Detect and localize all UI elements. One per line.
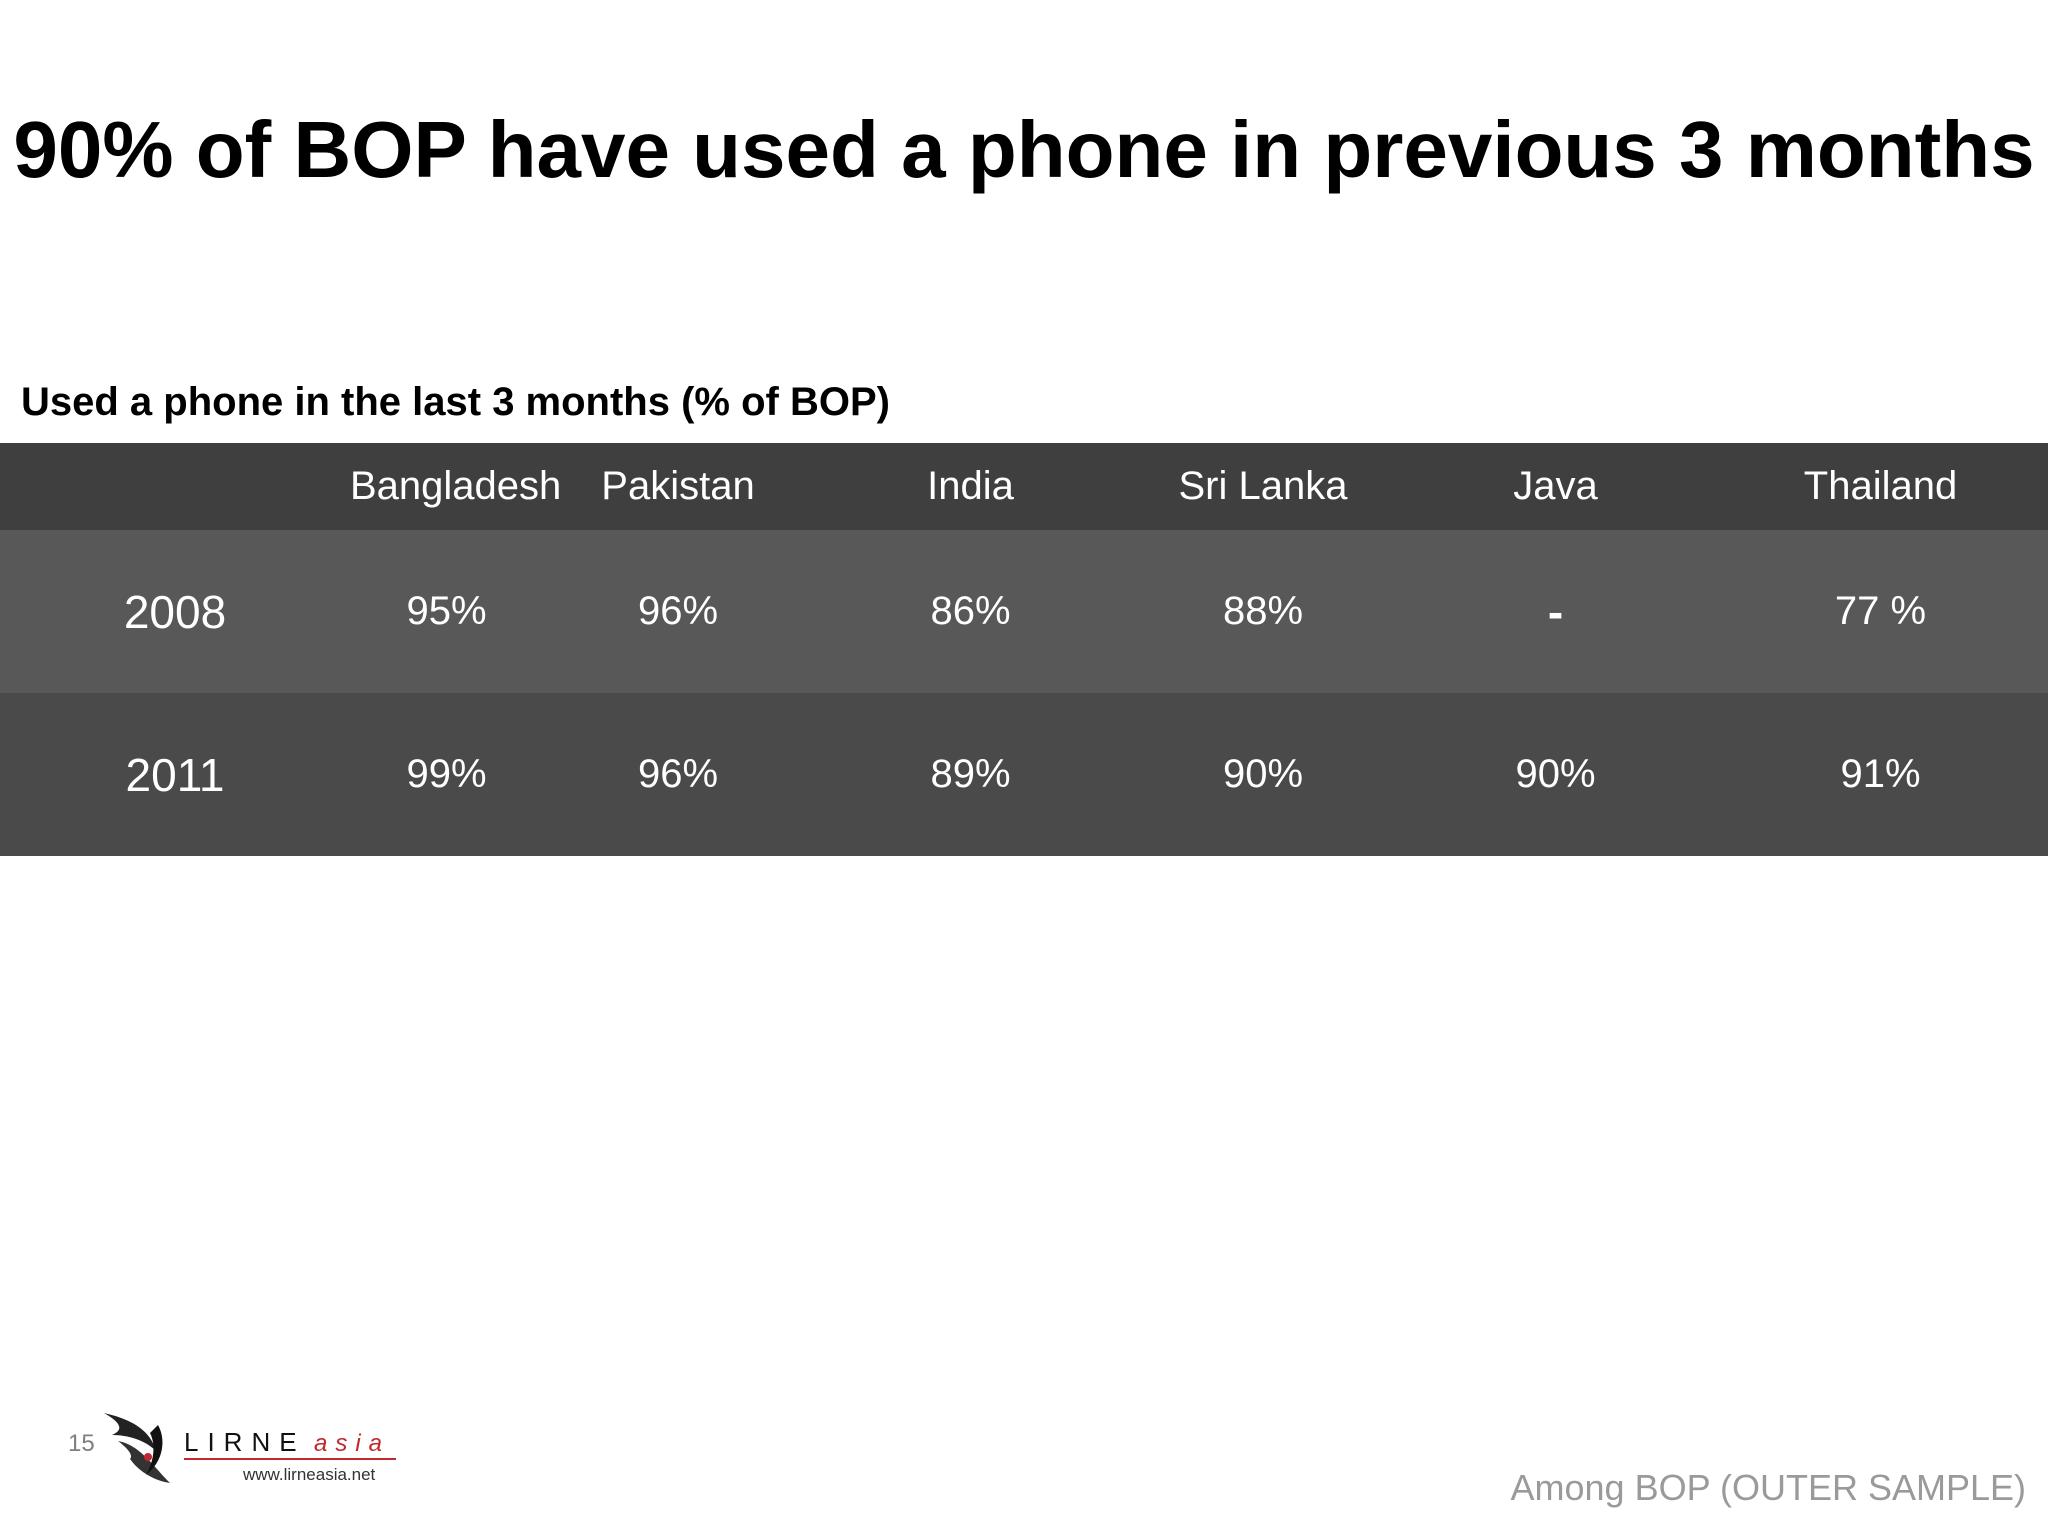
slide-title: 90% of BOP have used a phone in previous…	[13, 105, 2035, 194]
row-year: 2008	[123, 585, 227, 638]
logo-emblem-icon	[104, 1413, 170, 1483]
header-cell-pakistan: Pakistan	[601, 464, 755, 508]
table-cell: 95%	[406, 589, 487, 633]
header-cell-sri-lanka: Sri Lanka	[1178, 464, 1348, 508]
table-cell: 88%	[1222, 589, 1304, 633]
header-cell-bangladesh: Bangladesh	[350, 464, 562, 508]
svg-text:LIRNE: LIRNE	[184, 1427, 306, 1457]
table-cell: 90%	[1222, 752, 1304, 796]
sample-footnote: Among BOP (OUTER SAMPLE)	[1510, 1467, 2026, 1508]
table-cell: 90%	[1515, 752, 1596, 796]
table-cell: 89%	[930, 752, 1011, 796]
table-row: 2008 95% 96% 86% 88% - 77 %	[0, 530, 2048, 693]
header-cell-india: India	[927, 464, 1014, 508]
header-cell-thailand: Thailand	[1803, 464, 1958, 508]
table-cell: 99%	[406, 752, 487, 796]
table-cell: -	[1547, 585, 1564, 638]
svg-text:www.lirneasia.net: www.lirneasia.net	[242, 1465, 376, 1484]
table-cell: 96%	[637, 589, 719, 633]
table-cell: 96%	[637, 752, 719, 796]
phone-usage-table: Bangladesh Pakistan India Sri Lanka Java…	[0, 443, 2048, 856]
table-cell: 86%	[930, 589, 1011, 633]
lirneasia-logo: LIRNE asia www.lirneasia.net	[104, 1413, 396, 1484]
page-number: 15	[68, 1430, 95, 1457]
table-row: 2011 99% 96% 89% 90% 90% 91%	[0, 693, 2048, 856]
header-cell-java: Java	[1513, 464, 1598, 508]
svg-text:asia: asia	[314, 1430, 390, 1457]
header-cell-blank	[0, 443, 350, 530]
table-header-row: Bangladesh Pakistan India Sri Lanka Java…	[0, 443, 2048, 530]
table-caption: Used a phone in the last 3 months (% of …	[21, 380, 890, 424]
row-year: 2011	[125, 748, 225, 801]
table-cell: 91%	[1840, 752, 1921, 796]
table-cell: 77 %	[1834, 589, 1927, 633]
